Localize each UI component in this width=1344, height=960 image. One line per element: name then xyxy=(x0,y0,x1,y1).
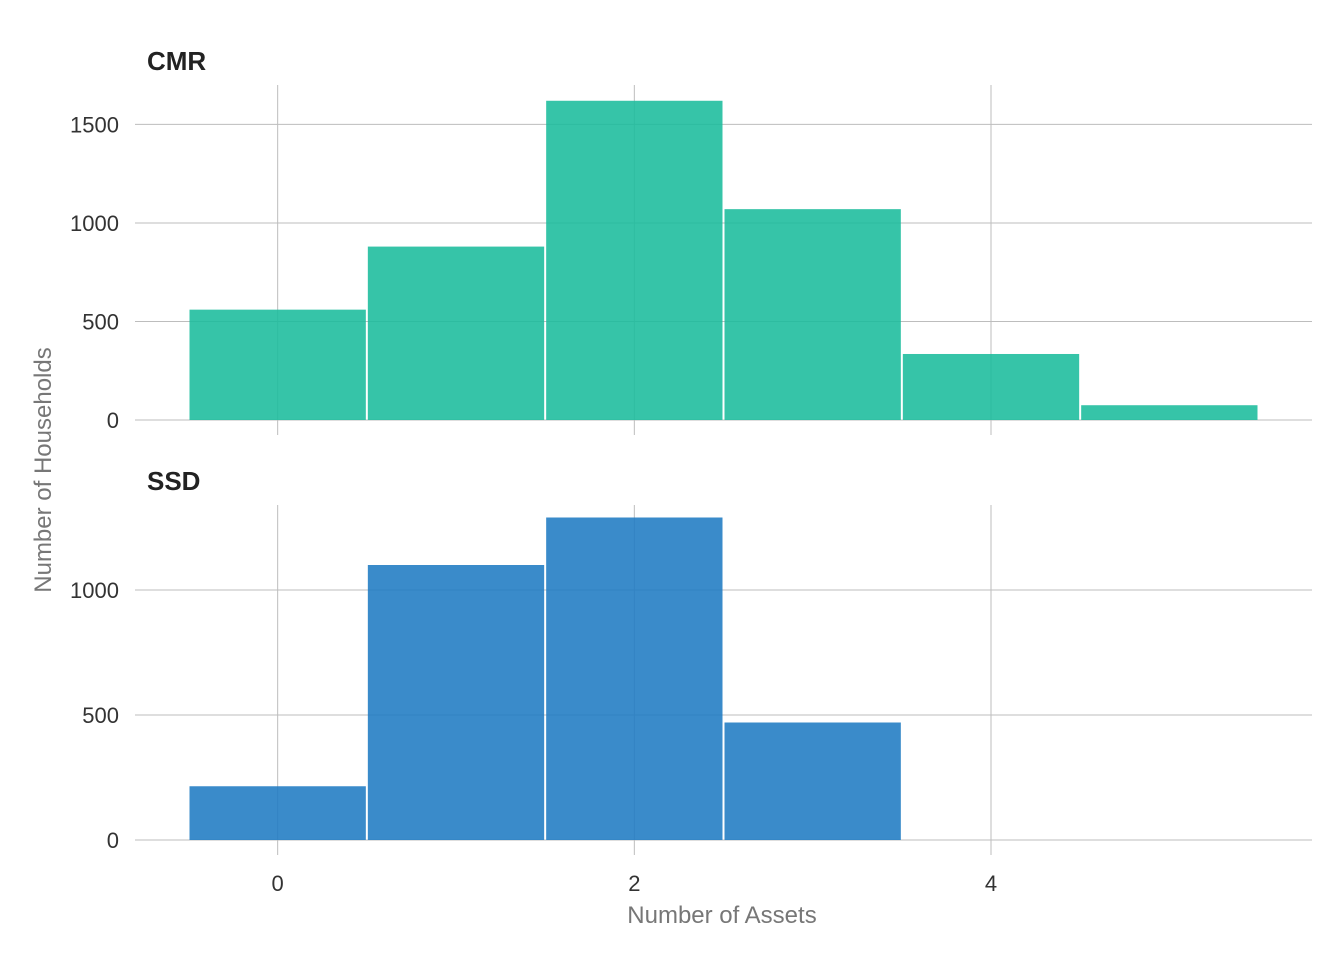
y-tick-label: 1500 xyxy=(70,112,119,137)
y-tick-label: 1000 xyxy=(70,578,119,603)
histogram-bar xyxy=(367,246,545,420)
histogram-bar xyxy=(367,565,545,840)
x-tick-label: 2 xyxy=(628,871,640,896)
histogram-bar xyxy=(546,517,723,840)
histogram-bar xyxy=(189,309,366,420)
y-axis-title: Number of Households xyxy=(30,347,57,592)
facet-title: SSD xyxy=(147,466,200,496)
y-tick-label: 500 xyxy=(82,703,119,728)
x-tick-label: 0 xyxy=(272,871,284,896)
histogram-bar xyxy=(724,209,901,420)
facet-panels: 0 500 1000 1500 CMR 0 500 1000 SSD 0 2 4 xyxy=(70,46,1312,896)
histogram-bar xyxy=(1081,405,1258,420)
x-tick-label: 4 xyxy=(985,871,997,896)
histogram-bar xyxy=(546,100,723,420)
y-tick-label: 0 xyxy=(107,408,119,433)
histogram-bar xyxy=(189,786,366,840)
y-tick-label: 1000 xyxy=(70,211,119,236)
histogram-bar xyxy=(724,722,901,840)
facet-title: CMR xyxy=(147,46,206,76)
facet-panel-cmr: 0 500 1000 1500 CMR xyxy=(70,46,1312,435)
histogram-bar xyxy=(902,353,1080,420)
y-tick-label: 500 xyxy=(82,309,119,334)
facet-panel-ssd: 0 500 1000 SSD xyxy=(70,466,1312,855)
x-axis-title: Number of Assets xyxy=(627,902,816,929)
y-tick-label: 0 xyxy=(107,828,119,853)
